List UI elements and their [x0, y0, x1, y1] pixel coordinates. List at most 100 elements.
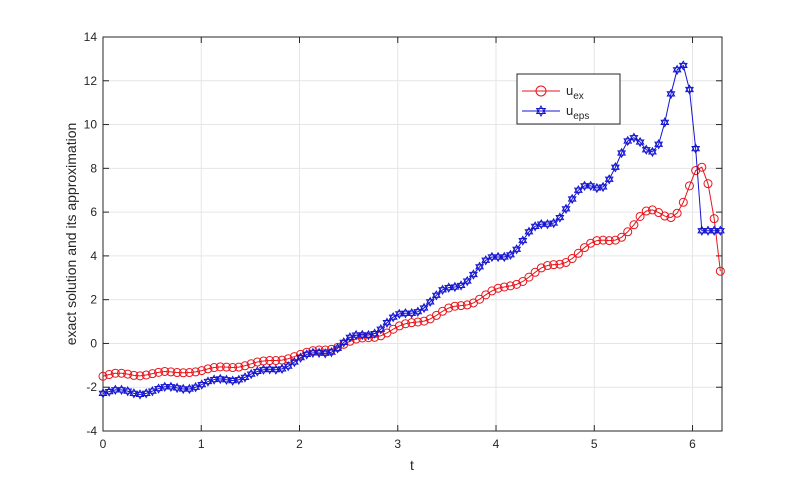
- data-point-eps: [197, 379, 207, 390]
- data-point-ex: [610, 235, 620, 245]
- data-point-ex: [629, 220, 639, 230]
- data-point-eps: [475, 261, 485, 273]
- legend-label-u-ex-subscript: ex: [573, 91, 584, 102]
- series-u-eps: [98, 60, 725, 400]
- data-point-eps: [580, 180, 590, 192]
- x-tick-label: 5: [591, 437, 598, 451]
- y-tick-label: -2: [86, 380, 97, 394]
- data-point-ex: [228, 363, 238, 373]
- data-point-eps: [715, 225, 725, 236]
- data-point-eps: [542, 218, 552, 230]
- data-point-eps: [505, 249, 515, 260]
- x-axis-label: t: [410, 457, 414, 473]
- data-point-ex: [123, 369, 133, 379]
- y-tick-label: 14: [84, 30, 98, 44]
- data-point-eps: [382, 317, 392, 328]
- data-point-eps: [413, 306, 423, 317]
- data-point-ex: [154, 367, 164, 377]
- data-point-eps: [314, 347, 324, 359]
- data-point-eps: [518, 235, 528, 246]
- data-point-eps: [240, 372, 250, 383]
- data-point-ex: [117, 368, 127, 378]
- legend-label-u-ex-base: u: [566, 83, 573, 98]
- data-point-eps: [654, 139, 664, 150]
- data-point-eps: [184, 383, 194, 395]
- data-point-ex: [703, 179, 713, 189]
- data-point-eps: [567, 193, 577, 205]
- legend-entry-u-eps: ueps: [522, 103, 589, 122]
- data-point-ex: [493, 283, 503, 293]
- data-point-eps: [431, 290, 441, 301]
- data-point-eps: [610, 162, 620, 173]
- data-point-eps: [252, 366, 262, 377]
- data-point-eps: [221, 374, 231, 385]
- data-point-ex: [666, 213, 676, 223]
- data-point-eps: [660, 117, 670, 128]
- data-point-eps: [684, 84, 694, 95]
- data-point-ex: [166, 367, 176, 377]
- data-point-ex: [456, 301, 466, 311]
- data-point-ex: [141, 370, 151, 380]
- data-point-eps: [456, 280, 466, 291]
- axes-frame: [102, 36, 723, 432]
- data-point-ex: [413, 317, 423, 327]
- legend-box: [516, 73, 621, 125]
- data-point-ex: [450, 301, 460, 311]
- data-point-eps: [351, 329, 361, 341]
- data-point-ex: [555, 259, 565, 269]
- data-point-eps: [672, 64, 682, 76]
- data-point-eps: [388, 311, 398, 323]
- data-point-ex: [573, 248, 583, 258]
- data-point-eps: [320, 348, 330, 359]
- data-point-eps: [462, 275, 472, 287]
- data-point-ex: [234, 362, 244, 372]
- data-point-ex: [499, 282, 509, 292]
- data-point-ex: [394, 321, 404, 331]
- x-tick-label: 2: [296, 437, 303, 451]
- data-point-ex: [549, 260, 559, 270]
- data-point-eps: [425, 296, 435, 308]
- data-point-ex: [215, 362, 225, 372]
- data-point-eps: [635, 136, 645, 148]
- data-point-eps: [586, 180, 596, 192]
- legend-label-u-eps: ueps: [566, 103, 589, 122]
- data-point-eps: [129, 388, 139, 399]
- legend-entry-u-ex: uex: [522, 83, 584, 102]
- data-point-eps: [604, 174, 614, 185]
- data-point-eps: [166, 381, 176, 392]
- data-point-ex: [586, 238, 596, 248]
- data-point-eps: [104, 386, 114, 397]
- data-point-ex: [623, 227, 633, 237]
- data-point-eps: [147, 385, 157, 397]
- data-point-ex: [512, 279, 522, 289]
- data-point-ex: [401, 319, 411, 329]
- data-point-eps: [277, 363, 287, 375]
- data-point-ex: [617, 232, 627, 242]
- data-point-ex: [524, 272, 534, 282]
- data-point-eps: [339, 337, 349, 348]
- x-tick-label: 4: [493, 437, 500, 451]
- data-point-eps: [598, 181, 608, 193]
- data-point-ex: [135, 371, 145, 381]
- data-point-eps: [135, 389, 145, 400]
- data-point-ex: [240, 361, 250, 371]
- y-tick-label: 2: [90, 293, 97, 307]
- data-point-eps: [154, 383, 164, 394]
- data-point-ex: [684, 181, 694, 191]
- x-tick-label: 3: [394, 437, 401, 451]
- data-point-ex: [635, 211, 645, 221]
- data-point-ex: [660, 211, 670, 221]
- data-point-eps: [357, 329, 367, 341]
- data-point-ex: [178, 368, 188, 378]
- data-point-eps: [549, 217, 559, 229]
- data-point-ex: [203, 364, 213, 374]
- data-point-eps: [512, 244, 522, 255]
- legend-marker-hexagram: [535, 104, 547, 118]
- data-point-eps: [333, 343, 343, 354]
- data-point-ex: [530, 267, 540, 277]
- y-tick-label: 6: [90, 205, 97, 219]
- data-point-ex: [647, 205, 657, 215]
- x-tick-label: 0: [100, 437, 107, 451]
- data-point-ex: [363, 333, 373, 343]
- data-point-ex: [419, 316, 429, 326]
